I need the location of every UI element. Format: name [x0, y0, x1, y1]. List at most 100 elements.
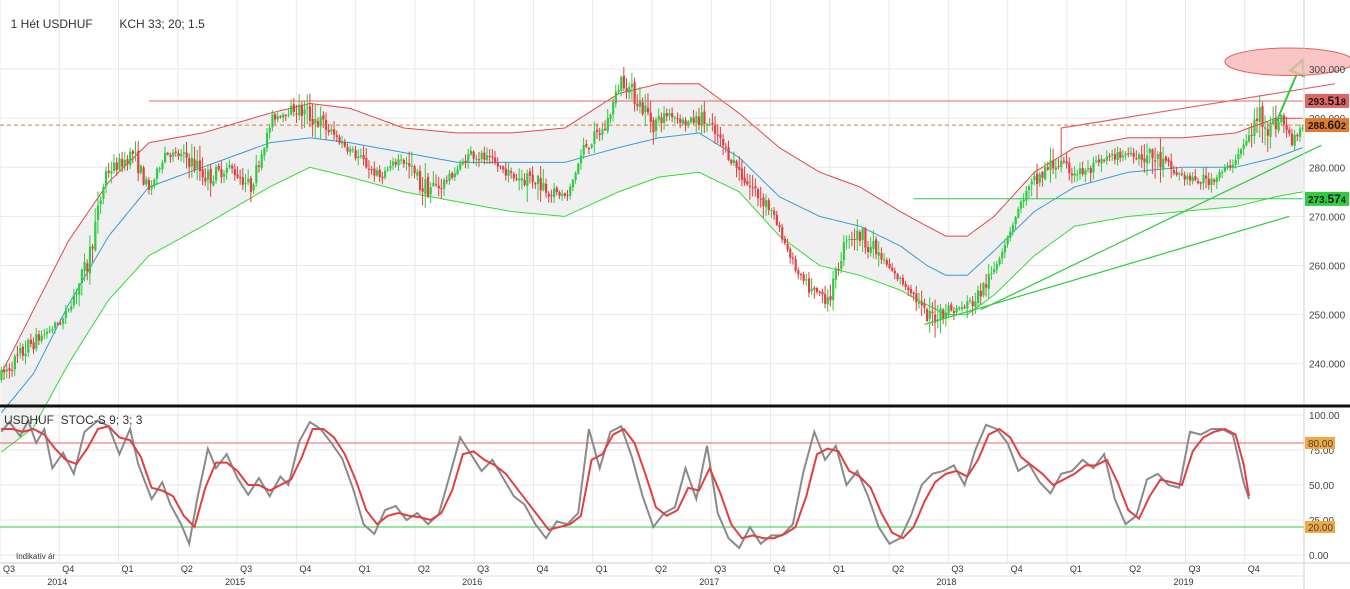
- candle: [928, 297, 931, 333]
- candle: [440, 178, 443, 199]
- candle-body: [429, 187, 432, 195]
- candle-body: [1172, 170, 1176, 174]
- channel-fill: [1, 83, 1303, 453]
- candle-body: [536, 176, 540, 184]
- candle: [1009, 226, 1012, 242]
- candle-body: [612, 102, 615, 115]
- candle: [480, 150, 483, 163]
- candle-body: [622, 75, 626, 89]
- year-label: 2014: [47, 577, 67, 587]
- candle: [896, 272, 899, 282]
- candle: [958, 306, 961, 311]
- candle: [1052, 148, 1055, 175]
- candle-body: [845, 240, 848, 242]
- quarter-label: Q1: [359, 564, 371, 574]
- candle-body: [72, 295, 75, 306]
- candle: [799, 272, 803, 281]
- candle-body: [810, 288, 813, 292]
- candle: [893, 267, 897, 280]
- candle: [303, 101, 306, 129]
- candle-body: [523, 179, 526, 185]
- candle-body: [40, 335, 43, 341]
- candle-body: [1210, 178, 1213, 186]
- candle: [998, 256, 1001, 267]
- candle-body: [252, 184, 255, 191]
- candle-body: [443, 179, 446, 189]
- candle-body: [1293, 134, 1296, 146]
- candle: [604, 120, 607, 132]
- candle-body: [1121, 155, 1125, 158]
- candle-body: [1113, 154, 1117, 160]
- candle: [606, 109, 609, 134]
- candle-body: [67, 309, 70, 311]
- candle-body: [386, 169, 389, 171]
- candle-body: [155, 168, 159, 179]
- candle: [622, 67, 626, 92]
- candle: [1027, 184, 1031, 199]
- candle-body: [775, 214, 778, 225]
- candle: [249, 175, 253, 203]
- candle-body: [1296, 134, 1299, 137]
- candle: [553, 182, 556, 204]
- candle: [397, 153, 400, 171]
- candle: [1019, 199, 1023, 214]
- candle-body: [1298, 128, 1302, 137]
- candle-body: [834, 268, 837, 280]
- candle-body: [45, 331, 49, 334]
- candle-body: [504, 168, 507, 176]
- candle: [1044, 162, 1047, 181]
- candle: [926, 307, 929, 323]
- candle-body: [1060, 160, 1063, 168]
- candle: [389, 159, 392, 172]
- candle: [716, 124, 719, 144]
- candle-body: [1027, 186, 1031, 191]
- candle-body: [265, 132, 269, 149]
- candle: [80, 268, 84, 296]
- candle: [1167, 157, 1170, 167]
- candle-body: [1218, 171, 1221, 179]
- candle-body: [912, 292, 915, 295]
- candle-body: [88, 246, 92, 274]
- candle: [657, 108, 660, 124]
- stochastic-level-tag: 20.00: [1305, 521, 1335, 534]
- candle: [1137, 152, 1141, 166]
- candle: [384, 166, 387, 180]
- candle-body: [21, 346, 25, 356]
- candle-body: [485, 155, 489, 160]
- candle-body: [1186, 176, 1189, 180]
- candle: [110, 161, 113, 184]
- candle: [1057, 158, 1060, 170]
- quarter-label: Q2: [892, 564, 904, 574]
- candle-body: [472, 151, 475, 159]
- candle: [598, 127, 601, 141]
- candle-body: [1154, 160, 1157, 162]
- candle: [1103, 158, 1106, 164]
- candle: [29, 333, 33, 348]
- candle: [880, 247, 883, 264]
- candle: [27, 338, 30, 358]
- candle-body: [1081, 168, 1084, 175]
- candle-body: [480, 152, 483, 160]
- candle: [35, 327, 38, 352]
- candle-body: [1033, 176, 1036, 181]
- candle-body: [507, 170, 510, 176]
- candle: [536, 174, 540, 200]
- candle-body: [923, 303, 926, 308]
- candle: [638, 86, 642, 114]
- candle-body: [555, 187, 558, 193]
- candle: [829, 284, 832, 307]
- candle: [1095, 155, 1098, 164]
- channel-lower-line: [1, 166, 1303, 453]
- candle-body: [1261, 106, 1264, 128]
- price-tag: 288.602: [1305, 118, 1349, 133]
- candle-body: [724, 146, 727, 148]
- candle-body: [1234, 160, 1237, 165]
- candle-body: [115, 162, 118, 171]
- candle: [1261, 101, 1264, 143]
- candle: [1282, 113, 1286, 134]
- candle: [826, 289, 829, 312]
- stochastic-tick-label: 100.00: [1309, 411, 1340, 422]
- candle-body: [743, 177, 746, 184]
- candle-body: [1111, 153, 1114, 156]
- candle: [689, 116, 693, 125]
